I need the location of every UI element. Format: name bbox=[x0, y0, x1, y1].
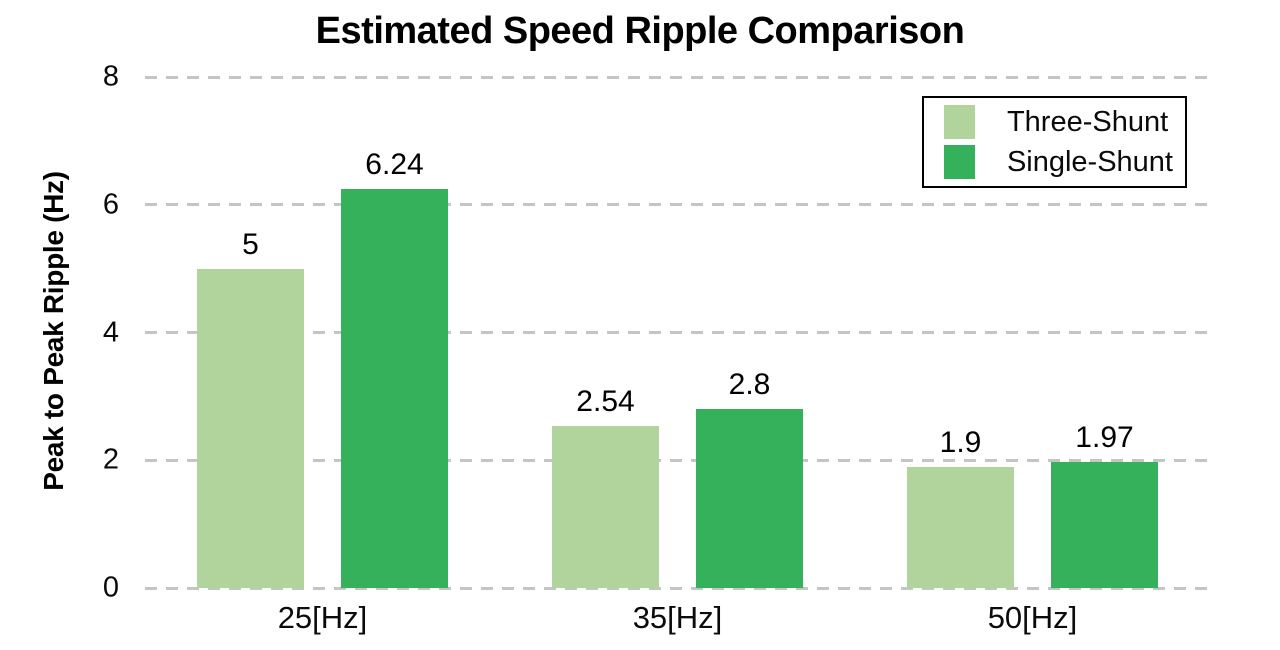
x-tick-label: 25[Hz] bbox=[277, 600, 368, 635]
gridline-y4 bbox=[145, 331, 1210, 334]
gridline-y2 bbox=[145, 458, 1210, 462]
y-tick-label: 2 bbox=[102, 443, 119, 476]
gridline-y6 bbox=[145, 203, 1210, 207]
legend: Three-Shunt Single-Shunt bbox=[921, 96, 1187, 188]
legend-swatch-single-shunt bbox=[943, 145, 975, 179]
x-tick-label: 50[Hz] bbox=[987, 600, 1078, 635]
bar-value-label: 1.97 bbox=[1075, 421, 1134, 455]
chart-title: Estimated Speed Ripple Comparison bbox=[315, 10, 965, 52]
bar-value-label: 5 bbox=[242, 227, 259, 261]
y-axis-label: Peak to Peak Ripple (Hz) bbox=[38, 171, 69, 491]
bar-three-shunt-50Hz bbox=[907, 466, 1014, 588]
legend-item-single-shunt: Single-Shunt bbox=[943, 143, 1173, 181]
bar-value-label: 1.9 bbox=[939, 425, 982, 459]
y-tick-label: 0 bbox=[102, 571, 119, 604]
legend-swatch-three-shunt bbox=[943, 105, 975, 139]
legend-label: Single-Shunt bbox=[1006, 145, 1173, 178]
y-tick-label: 6 bbox=[102, 188, 119, 221]
bar-single-shunt-50Hz bbox=[1051, 462, 1158, 588]
bar-value-label: 6.24 bbox=[365, 148, 424, 182]
plot-area: 0 2 4 6 8 5 6.24 25[Hz] 2.54 2.8 35[Hz] 1.9 1.97 50[H… bbox=[103, 62, 1210, 633]
legend-label: Three-Shunt bbox=[1006, 105, 1169, 138]
y-tick-label: 4 bbox=[102, 316, 119, 348]
bar-single-shunt-25Hz bbox=[341, 189, 448, 588]
x-tick-label: 35[Hz] bbox=[632, 600, 723, 635]
bar-three-shunt-25Hz bbox=[197, 268, 304, 588]
y-tick-label: 8 bbox=[102, 60, 119, 93]
bar-three-shunt-35Hz bbox=[552, 425, 659, 588]
bar-value-label: 2.8 bbox=[728, 368, 771, 402]
bar-single-shunt-35Hz bbox=[696, 409, 803, 588]
legend-item-three-shunt: Three-Shunt bbox=[943, 103, 1173, 141]
gridline-y8 bbox=[145, 75, 1210, 79]
bar-value-label: 2.54 bbox=[576, 384, 635, 418]
gridline-y0 bbox=[145, 586, 1210, 590]
